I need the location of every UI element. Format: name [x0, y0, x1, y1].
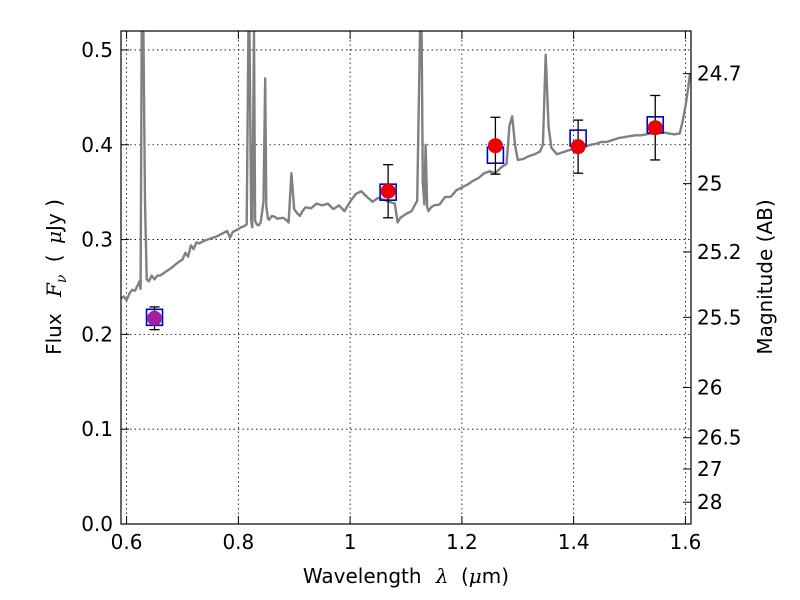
y-tick-label: 0.1	[81, 417, 113, 441]
y2-tick-label: 26	[697, 375, 722, 399]
y-axis-title: Flux Fν ( μJy )	[42, 199, 71, 355]
plot-frame	[120, 30, 692, 525]
y-axis-title-unit-mu: μ	[42, 231, 66, 244]
x-axis-title: Wavelength λ (μm)	[303, 564, 509, 588]
y2-tick-label: 25	[697, 172, 722, 196]
y2-tick-label: 26.5	[697, 426, 742, 450]
x-axis-title-unit-rest: m)	[482, 564, 509, 588]
x-axis-title-prefix: Wavelength	[303, 564, 422, 588]
y-axis-title-unit-open: (	[42, 254, 66, 262]
y2-tick-label: 25.2	[697, 240, 742, 264]
observed-flux-point	[647, 120, 663, 136]
x-tick-label: 1.4	[558, 530, 590, 554]
x-tick-label: 1.6	[670, 530, 702, 554]
y2-tick-label: 27	[697, 457, 722, 481]
x-axis-title-unit-open: (	[461, 564, 469, 588]
y-tick-label: 0.3	[81, 228, 113, 252]
x-tick-label: 0.8	[222, 530, 254, 554]
observed-flux-point	[147, 310, 163, 326]
ticks: 0.6 0.8 1 1.2 1.4 1.6 0.0 0.1 0.2 0.3 0.4 0.5 24.7 25…	[81, 31, 742, 554]
y-tick-label: 0.5	[81, 38, 113, 62]
y-tick-label: 0.0	[81, 512, 113, 536]
y2-tick-label: 28	[697, 490, 722, 514]
observed-flux-point	[380, 183, 396, 199]
y-axis-title-symbol: F	[42, 282, 66, 298]
observed-flux-point	[487, 138, 503, 154]
x-tick-label: 0.6	[111, 530, 143, 554]
plot-area	[121, 31, 691, 524]
y-axis-title-unit-rest: Jy )	[42, 199, 66, 233]
x-tick-label: 1	[344, 530, 357, 554]
model-spectrum-line	[121, 31, 691, 302]
x-tick-label: 1.2	[446, 530, 478, 554]
x-axis-title-unit-mu: μ	[469, 564, 482, 588]
y2-tick-label: 24.7	[697, 62, 742, 86]
y2-tick-label: 25.5	[697, 305, 742, 329]
y-tick-label: 0.4	[81, 133, 113, 157]
y-tick-label: 0.2	[81, 322, 113, 346]
y2-axis-title: Magnitude (AB)	[753, 199, 777, 354]
spectrum-layer	[121, 31, 691, 302]
y-axis-title-prefix: Flux	[42, 313, 66, 355]
marker-layer	[145, 94, 665, 331]
y-axis-title-sub: ν	[54, 274, 70, 283]
observed-flux-point	[570, 139, 586, 155]
x-axis-title-symbol: λ	[435, 564, 449, 588]
